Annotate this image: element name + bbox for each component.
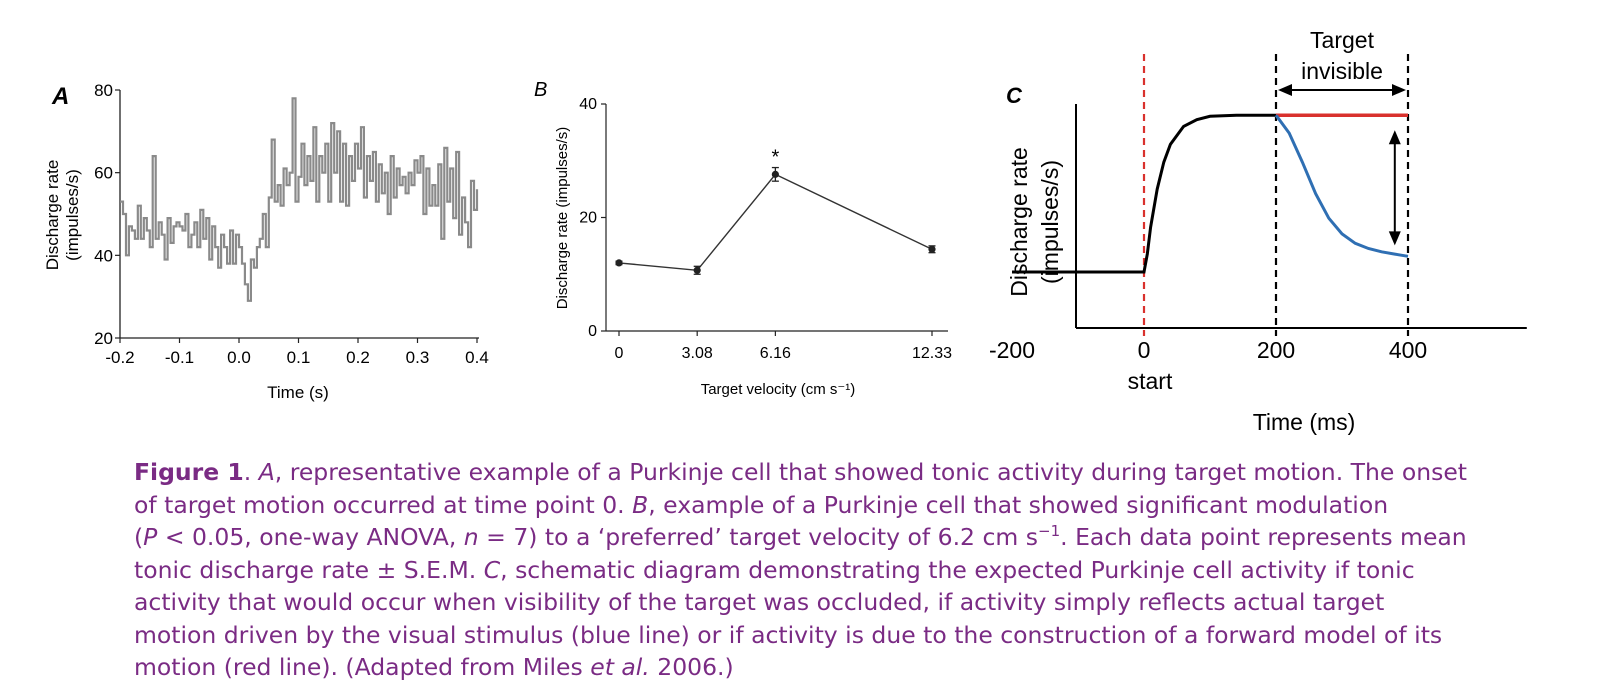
caption-segment: motion (red line). (Adapted from Miles xyxy=(134,653,591,681)
panel-a-xlabel: Time (s) xyxy=(267,383,329,402)
panel-c-invisible-label-line2: invisible xyxy=(1301,58,1383,84)
panel-a-xtick-label: -0.2 xyxy=(105,348,134,367)
caption-segment: . xyxy=(243,458,259,486)
figure-panels: A Discharge rate (impulses/s) Time (s) 2… xyxy=(43,27,1527,435)
caption-segment: motion driven by the visual stimulus (bl… xyxy=(134,620,1443,649)
panel-a: A Discharge rate (impulses/s) Time (s) 2… xyxy=(43,81,489,402)
caption-segment: of target motion occurred at time point … xyxy=(134,490,633,519)
panel-a-ylabel-line1: Discharge rate xyxy=(43,160,62,271)
panel-b-ytick-label: 40 xyxy=(579,96,597,113)
panel-a-discharge-trace xyxy=(120,97,479,302)
caption-segment: C xyxy=(483,555,501,584)
panel-b-point xyxy=(771,170,779,178)
caption-line: tonic discharge rate ± S.E.M. C, schemat… xyxy=(134,554,1554,587)
panel-a-xtick-label: 0.2 xyxy=(346,348,370,367)
panel-a-ytick-label: 80 xyxy=(94,81,113,100)
panel-a-ticks: 20 40 60 80 -0.2 -0.1 0.0 0.1 0.2 0.3 0.4 xyxy=(94,81,489,367)
panel-b-ytick-label: 20 xyxy=(579,210,597,227)
caption-line: Figure 1. A, representative example of a… xyxy=(134,456,1554,489)
panel-c-markers xyxy=(1142,54,1410,336)
panel-a-xtick-label: 0.1 xyxy=(287,348,311,367)
panel-b-xlabel: Target velocity (cm s⁻¹) xyxy=(701,381,856,398)
caption-segment: , representative example of a Purkinje c… xyxy=(274,458,1468,486)
caption-line: of target motion occurred at time point … xyxy=(134,489,1554,522)
caption-segment: et al. xyxy=(590,653,650,681)
panel-a-ylabel-line2: (impulses/s) xyxy=(63,169,82,261)
panel-b-letter: B xyxy=(534,79,547,101)
panel-b-ytick-label: 0 xyxy=(588,323,597,340)
panel-a-xtick-label: 0.3 xyxy=(406,348,430,367)
caption-segment: . Each data point represents mean xyxy=(1060,523,1467,551)
panel-c-letter: C xyxy=(1006,83,1023,108)
panel-c-axes xyxy=(1075,104,1527,329)
panel-b-xtick-label: 12.33 xyxy=(912,345,952,362)
panel-c-response-line xyxy=(1012,113,1276,274)
figure-caption: Figure 1. A, representative example of a… xyxy=(134,456,1554,684)
caption-line: activity that would occur when visibilit… xyxy=(134,586,1554,619)
panel-b-points: * xyxy=(615,147,936,275)
panel-c-arrows xyxy=(1278,84,1406,246)
panel-c-ticks: -200 0 200 400 xyxy=(989,337,1427,363)
caption-segment: , schematic diagram demonstrating the ex… xyxy=(500,555,1415,584)
panel-b-axes xyxy=(605,104,948,332)
panel-b-ticks: 0 20 40 0 3.08 6.16 12.33 xyxy=(579,96,952,362)
panel-b-point xyxy=(615,259,623,267)
panel-a-xtick-label: 0.4 xyxy=(465,348,489,367)
panel-b-xtick-label: 0 xyxy=(615,345,624,362)
panel-c-invisible-label-line1: Target xyxy=(1310,27,1375,53)
caption-segment: , example of a Purkinje cell that showed… xyxy=(648,490,1389,519)
panel-c-arrowhead xyxy=(1388,130,1401,145)
caption-segment: = 7) to a ‘preferred’ target velocity of… xyxy=(478,523,1038,551)
caption-segment: A xyxy=(258,458,275,486)
panel-c-ylabel-line1: Discharge rate xyxy=(1006,147,1032,297)
caption-line: motion driven by the visual stimulus (bl… xyxy=(134,619,1554,652)
panel-c-arrowhead xyxy=(1392,84,1406,96)
caption-segment: 2006.) xyxy=(649,653,734,681)
panel-c-xtick-label: 200 xyxy=(1257,337,1295,363)
panel-b: B Discharge rate (impulses/s) Target vel… xyxy=(534,79,952,398)
panel-b-significance-star: * xyxy=(771,147,779,169)
panel-c-visual-line xyxy=(1274,114,1409,258)
caption-segment: activity that would occur when visibilit… xyxy=(134,588,1385,616)
panel-c-ylabel-line2: (impulses/s) xyxy=(1037,160,1063,284)
panel-a-ytick-label: 60 xyxy=(94,164,113,183)
panel-b-point xyxy=(693,266,701,274)
panel-a-xtick-label: 0.0 xyxy=(227,348,251,367)
caption-line: motion (red line). (Adapted from Miles e… xyxy=(134,651,1554,684)
caption-segment: B xyxy=(632,490,649,519)
panel-b-xtick-label: 6.16 xyxy=(760,345,791,362)
panel-c-arrowhead xyxy=(1278,84,1292,96)
panel-c-arrowhead xyxy=(1388,231,1401,246)
panel-c-xtick-label: 0 xyxy=(1138,337,1151,363)
caption-segment: tonic discharge rate ± S.E.M. xyxy=(134,555,484,584)
panel-b-xtick-label: 3.08 xyxy=(682,345,713,362)
panel-b-ylabel: Discharge rate (impulses/s) xyxy=(554,127,571,310)
caption-line: (P < 0.05, one-way ANOVA, n = 7) to a ‘p… xyxy=(134,521,1554,554)
caption-segment: Figure 1 xyxy=(134,458,244,486)
caption-segment: < 0.05, one-way ANOVA, xyxy=(157,523,464,551)
panel-c-start-label: start xyxy=(1128,368,1173,394)
panel-b-series-line xyxy=(618,173,933,272)
panel-c-xtick-label: -200 xyxy=(989,337,1035,363)
panel-a-ytick-label: 20 xyxy=(94,329,113,348)
caption-segment: n xyxy=(463,523,479,551)
panel-a-xtick-label: -0.1 xyxy=(165,348,194,367)
panel-c-xlabel: Time (ms) xyxy=(1253,409,1356,435)
caption-segment: ( xyxy=(134,523,144,551)
panel-a-ytick-label: 40 xyxy=(94,246,113,265)
panel-c-xtick-label: 400 xyxy=(1389,337,1427,363)
panel-c: C Discharge rate (impulses/s) Time (ms) … xyxy=(989,27,1527,435)
caption-segment: −1 xyxy=(1038,522,1061,541)
caption-segment: P xyxy=(143,523,158,551)
panel-b-point xyxy=(928,245,936,253)
panel-a-letter: A xyxy=(51,83,69,110)
